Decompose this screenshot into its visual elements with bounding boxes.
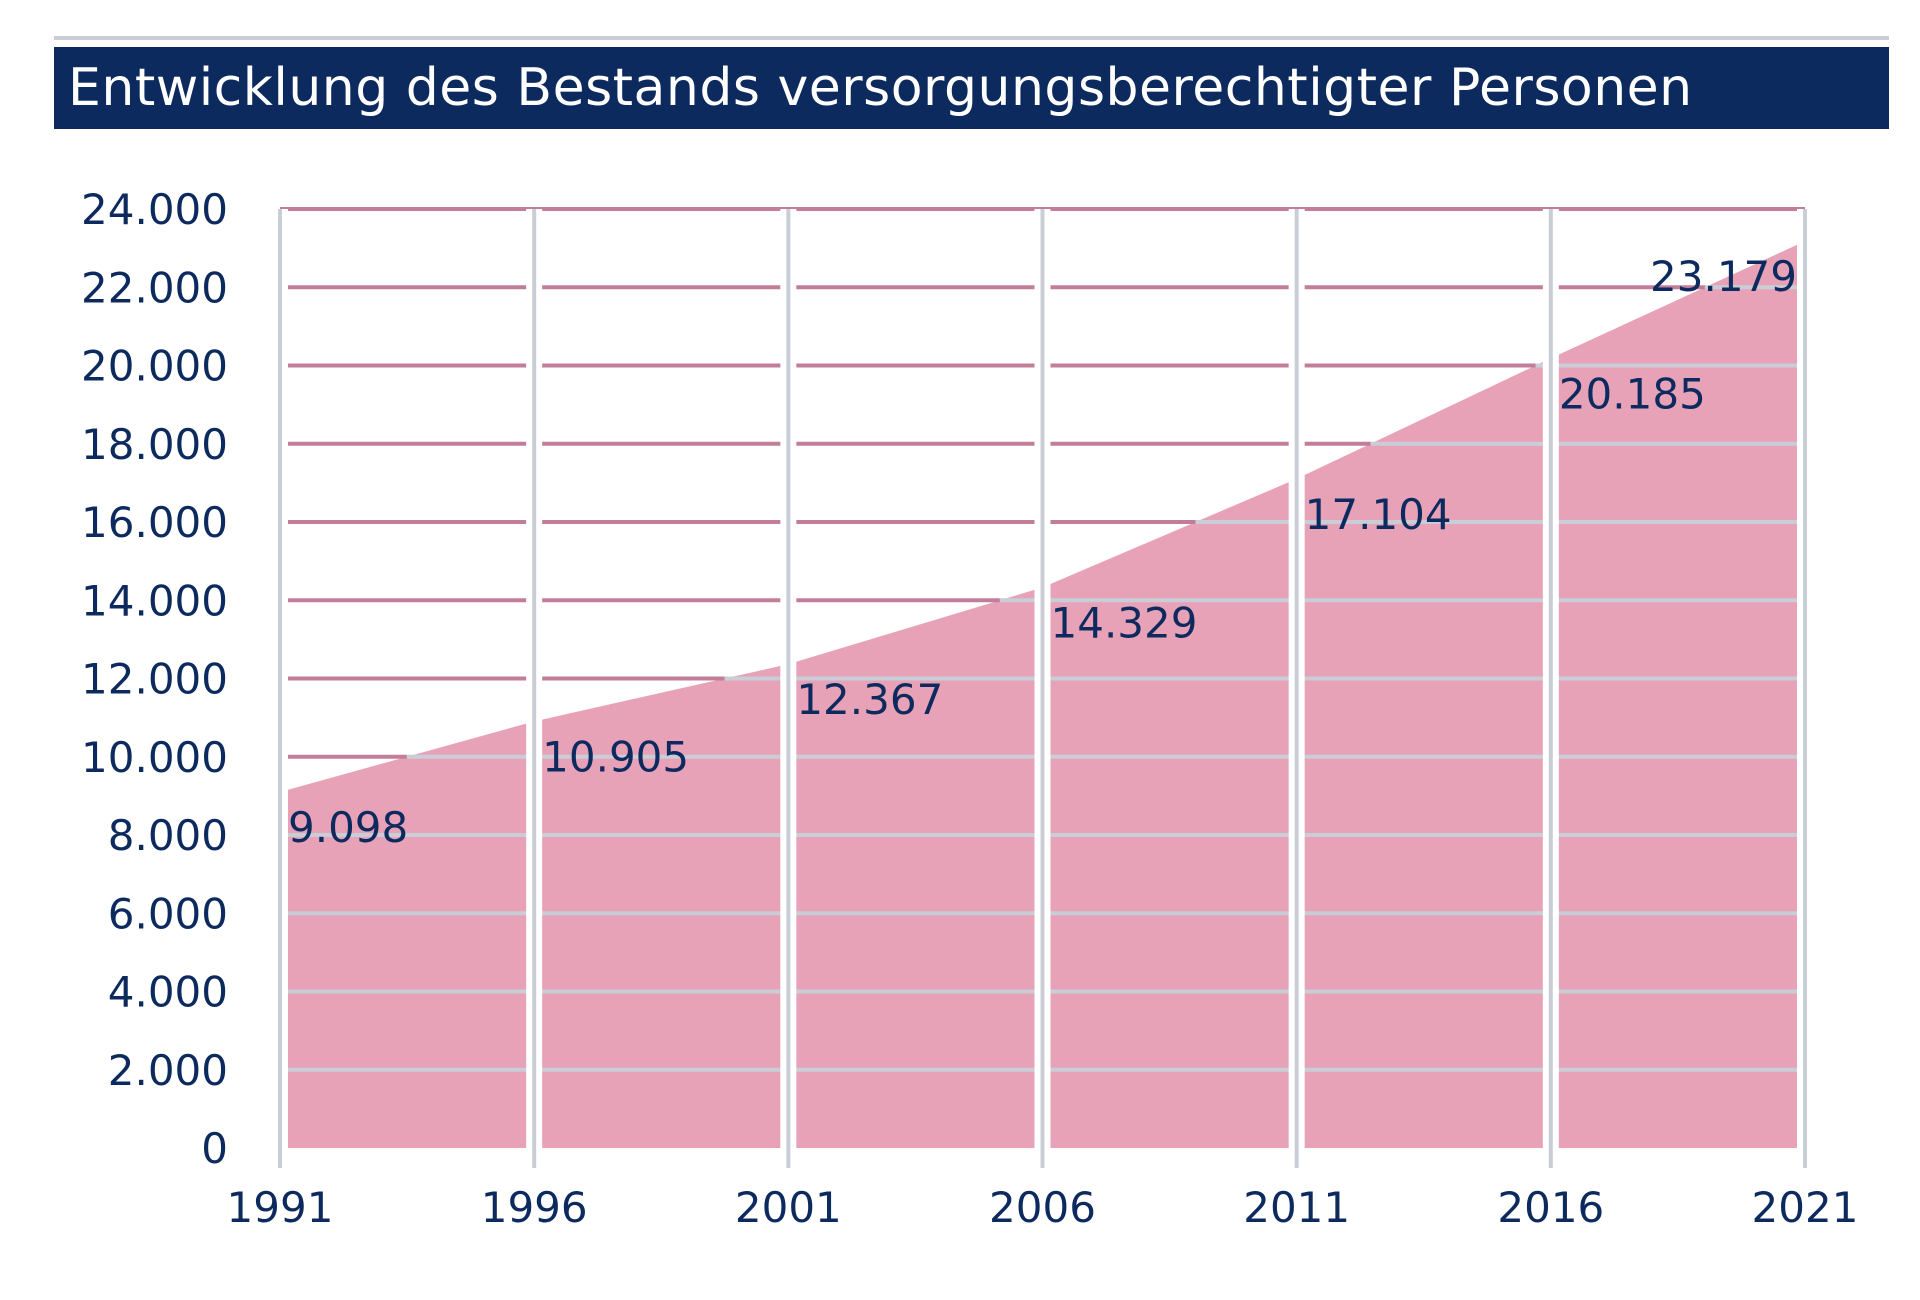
y-tick-label: 20.000 (81, 342, 228, 391)
y-tick-label: 6.000 (108, 889, 228, 938)
y-tick-label: 18.000 (81, 420, 228, 469)
y-tick-label: 12.000 (81, 655, 228, 704)
y-tick-label: 2.000 (108, 1046, 228, 1095)
x-tick-label: 1991 (227, 1183, 334, 1232)
data-label: 23.179 (1650, 252, 1797, 301)
data-label: 12.367 (796, 675, 943, 724)
data-labels: 9.098 10.905 12.367 14.329 17.104 20.185 23.17… (288, 252, 1797, 852)
y-tick-label: 0 (201, 1124, 228, 1173)
y-tick-label: 16.000 (81, 498, 228, 547)
y-axis-tick-labels: 0 2.000 4.000 6.000 8.000 10.000 12.000 14.000 1… (81, 185, 228, 1173)
x-tick-label: 2021 (1752, 1183, 1859, 1232)
chart-title: Entwicklung des Bestands versorgungsbere… (68, 58, 1693, 118)
y-tick-label: 4.000 (108, 968, 228, 1017)
x-tick-label: 2016 (1497, 1183, 1604, 1232)
x-tick-label: 2006 (989, 1183, 1096, 1232)
data-label: 9.098 (288, 803, 408, 852)
x-tick-label: 1996 (481, 1183, 588, 1232)
x-tick-label: 2011 (1243, 1183, 1350, 1232)
data-label: 10.905 (542, 732, 689, 781)
y-tick-label: 8.000 (108, 811, 228, 860)
top-rule (54, 36, 1889, 40)
data-label: 17.104 (1305, 490, 1452, 539)
data-label: 20.185 (1559, 369, 1706, 418)
y-tick-label: 10.000 (81, 733, 228, 782)
y-tick-label: 14.000 (81, 576, 228, 625)
x-axis-tick-labels: 1991 1996 2001 2006 2011 2016 2021 (227, 1183, 1859, 1232)
y-tick-label: 22.000 (81, 263, 228, 312)
vertical-gridlines (272, 209, 1813, 1168)
y-tick-label: 24.000 (81, 185, 228, 234)
title-bar: Entwicklung des Bestands versorgungsbere… (54, 47, 1889, 129)
data-label: 14.329 (1051, 598, 1198, 647)
x-tick-label: 2001 (735, 1183, 842, 1232)
